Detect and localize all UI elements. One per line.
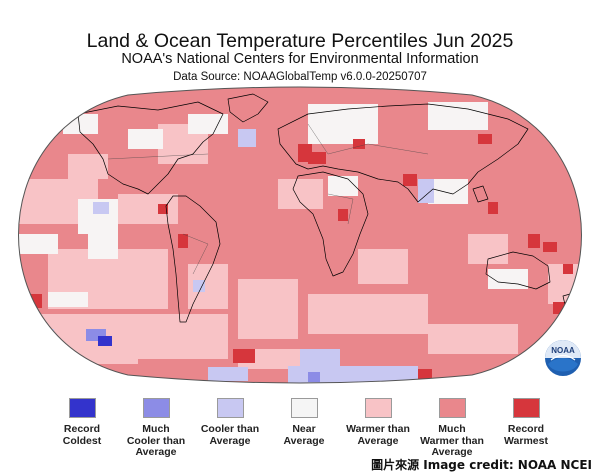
data-source: Data Source: NOAAGlobalTemp v6.0.0-20250… xyxy=(173,71,427,83)
legend-warmer: Warmer than Average xyxy=(342,398,414,447)
legend-swatch xyxy=(364,398,392,418)
record-cold-cells xyxy=(86,329,320,382)
borders xyxy=(107,123,429,275)
legend-cooler: Cooler than Average xyxy=(194,398,266,447)
legend-label: Cooler than Average xyxy=(200,423,260,447)
legend-swatch xyxy=(512,398,540,418)
legend-label: Warmer than Average xyxy=(346,423,410,447)
legend-record-coldest: Record Coldest xyxy=(46,398,118,447)
map-subtitle: NOAA's National Centers for Environmenta… xyxy=(121,51,479,67)
near-average-cells xyxy=(18,102,528,307)
legend-swatch xyxy=(438,398,466,418)
legend-label: Record Warmest xyxy=(504,423,548,447)
legend-swatch xyxy=(142,398,170,418)
legend-swatch xyxy=(216,398,244,418)
legend-record-warmest: Record Warmest xyxy=(490,398,562,447)
percentile-map xyxy=(18,86,582,384)
noaa-logo: NOAA xyxy=(544,339,582,377)
legend-swatch xyxy=(68,398,96,418)
legend-swatch xyxy=(290,398,318,418)
record-warm-cells xyxy=(28,134,582,379)
legend-much-cooler: Much Cooler than Average xyxy=(120,398,192,459)
legend-label: Record Coldest xyxy=(62,423,102,447)
legend-much-warmer: Much Warmer than Average xyxy=(416,398,488,459)
warmer-than-average-cells xyxy=(18,124,578,369)
image-credit: 圖片來源 Image credit: NOAA NCEI xyxy=(371,458,592,472)
legend-label: Much Warmer than Average xyxy=(420,423,484,458)
legend-near-average: Near Average xyxy=(268,398,340,447)
map-title: Land & Ocean Temperature Percentiles Jun… xyxy=(86,30,514,52)
coastlines xyxy=(77,93,574,323)
map-outline xyxy=(18,86,582,384)
logo-text: NOAA xyxy=(551,346,575,355)
cooler-than-average-cells xyxy=(26,129,434,383)
legend-label: Near Average xyxy=(283,423,325,447)
legend-label: Much Cooler than Average xyxy=(126,423,186,458)
